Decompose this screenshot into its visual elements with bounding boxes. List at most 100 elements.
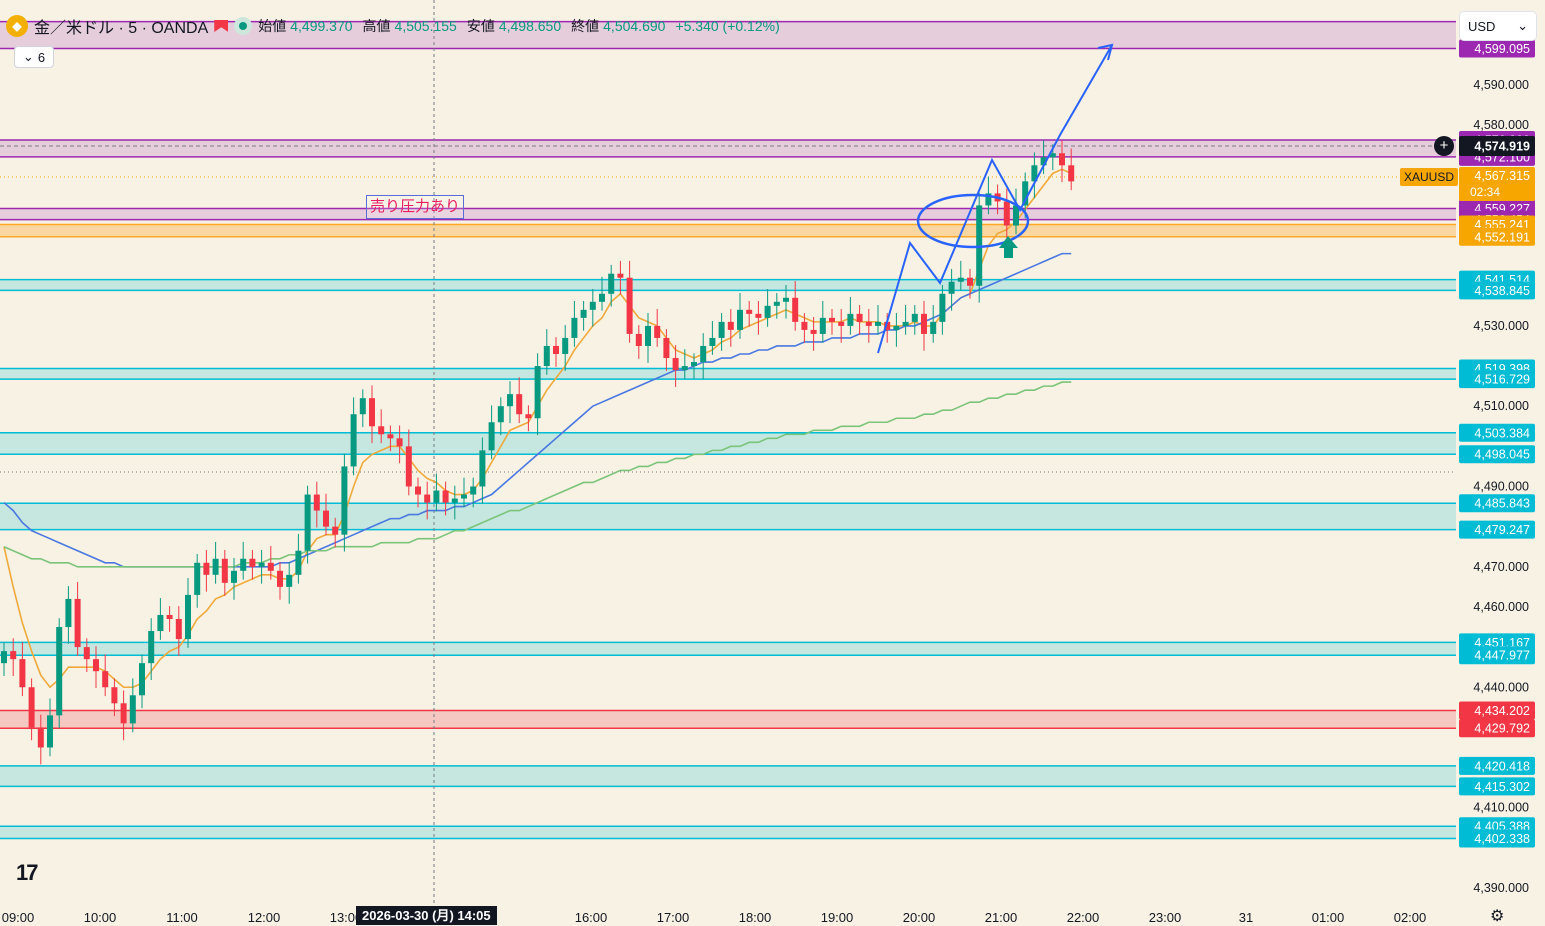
candle-body xyxy=(875,321,881,326)
candle-body xyxy=(497,406,504,423)
x-tick-label: 18:00 xyxy=(739,910,772,925)
candle-body xyxy=(277,570,283,587)
zone-band xyxy=(0,432,1456,455)
candle-body xyxy=(626,277,633,334)
candle-body xyxy=(323,510,329,527)
x-tick-label: 01:00 xyxy=(1312,910,1345,925)
candle-body xyxy=(304,494,311,551)
price-label-text: 4,503.384 xyxy=(1474,426,1530,440)
candle-body xyxy=(691,362,697,367)
candle-body xyxy=(957,277,964,282)
indicator-collapse-button[interactable]: ⌄ 6 xyxy=(14,46,54,68)
candle-body xyxy=(65,598,72,628)
candle-body xyxy=(378,426,385,435)
candle-body xyxy=(967,277,973,286)
price-label-bg xyxy=(1459,756,1535,775)
close-value: 4,504.690 xyxy=(603,18,666,34)
candle-body xyxy=(267,562,274,571)
candle-body xyxy=(911,313,918,322)
zone-band xyxy=(0,765,1456,787)
candle-body xyxy=(838,321,845,326)
flag-icon[interactable] xyxy=(214,20,229,32)
x-tick-label: 16:00 xyxy=(575,910,608,925)
price-label-bg xyxy=(1459,646,1535,665)
tradingview-logo-icon[interactable]: 17 xyxy=(16,860,39,885)
y-tick-label: 4,410.000 xyxy=(1473,801,1529,815)
market-status-icon[interactable] xyxy=(234,17,253,35)
y-tick-label: 4,580.000 xyxy=(1473,118,1529,132)
candle-body xyxy=(479,450,486,487)
price-label-text: 4,420.418 xyxy=(1474,759,1530,773)
annotation-text[interactable]: 売り圧力あり xyxy=(366,195,465,219)
candle-body xyxy=(1013,205,1019,226)
symbol-title[interactable]: 金／米ドル · 5 · OANDA xyxy=(34,20,209,37)
candle-body xyxy=(369,398,375,427)
zone-band xyxy=(0,642,1456,656)
candle-body xyxy=(847,313,854,326)
y-tick-label: 4,460.000 xyxy=(1473,600,1529,614)
candle-body xyxy=(1049,153,1056,158)
candle-body xyxy=(700,345,707,363)
candle-body xyxy=(737,309,743,330)
indicator-count: 6 xyxy=(37,49,46,65)
candle-body xyxy=(139,663,145,696)
candle-body xyxy=(111,687,118,704)
x-tick-label: 22:00 xyxy=(1067,910,1100,925)
current-price-text: 4,567.315 xyxy=(1474,169,1530,183)
price-label-bg xyxy=(1459,39,1535,58)
candle-body xyxy=(534,366,541,419)
candle-body xyxy=(1040,157,1047,166)
y-tick-label: 4,440.000 xyxy=(1473,680,1529,694)
candle-body xyxy=(755,313,762,318)
candle-body xyxy=(28,687,35,728)
candle-body xyxy=(939,293,946,322)
candle-body xyxy=(599,293,605,302)
candle-body xyxy=(1059,153,1065,166)
candle-body xyxy=(488,422,495,451)
candle-body xyxy=(948,281,955,294)
candle-body xyxy=(74,598,81,648)
candle-body xyxy=(589,301,596,310)
candle-body xyxy=(865,321,872,326)
arrow-head-drawing xyxy=(1097,43,1114,61)
candle-body xyxy=(442,490,449,503)
x-tick-label: 19:00 xyxy=(821,910,854,925)
candle-body xyxy=(985,193,992,206)
candle-body xyxy=(359,398,366,415)
candle-body xyxy=(10,651,17,660)
candle-body xyxy=(617,273,624,278)
price-label-text: 4,516.729 xyxy=(1474,373,1530,387)
zone-band xyxy=(0,140,1456,157)
add-alert-icon[interactable]: + xyxy=(1434,136,1454,156)
up-arrow-icon xyxy=(999,236,1018,258)
candle-body xyxy=(461,494,467,499)
settings-gear-icon[interactable]: ⚙ xyxy=(1490,908,1505,925)
symbol-header: ◆ 金／米ドル · 5 · OANDA 始値 4,499.370 高値 4,505.… xyxy=(6,12,786,40)
price-label-bg xyxy=(1459,777,1535,796)
candle-body xyxy=(635,333,642,346)
x-tick-label: 31 xyxy=(1239,910,1253,925)
x-tick-label: 02:00 xyxy=(1394,910,1427,925)
candle-body xyxy=(746,309,753,314)
candle-body xyxy=(645,325,651,346)
chevron-down-icon: ⌄ xyxy=(1517,18,1528,33)
candle-body xyxy=(1022,181,1029,206)
candle-body xyxy=(672,358,679,371)
candle-body xyxy=(783,297,789,302)
price-label-bg xyxy=(1459,829,1535,848)
candle-body xyxy=(681,366,688,371)
candle-body xyxy=(313,494,320,511)
currency-select[interactable]: USD ⌄ xyxy=(1460,12,1536,40)
candle-body xyxy=(921,313,927,334)
crosshair-price-text: 4,574.919 xyxy=(1474,140,1530,154)
candle-body xyxy=(902,321,909,326)
zone-band xyxy=(0,710,1456,729)
price-label-bg xyxy=(1459,719,1535,738)
x-tick-label: 13:00 xyxy=(330,910,363,925)
ohlc-values: 始値 4,499.370 高値 4,505.155 安値 4,498.650 終値 4,… xyxy=(258,16,785,36)
y-tick-label: 4,470.000 xyxy=(1473,560,1529,574)
candle-body xyxy=(663,337,670,359)
zone-band xyxy=(0,368,1456,380)
candle-body xyxy=(396,438,403,447)
